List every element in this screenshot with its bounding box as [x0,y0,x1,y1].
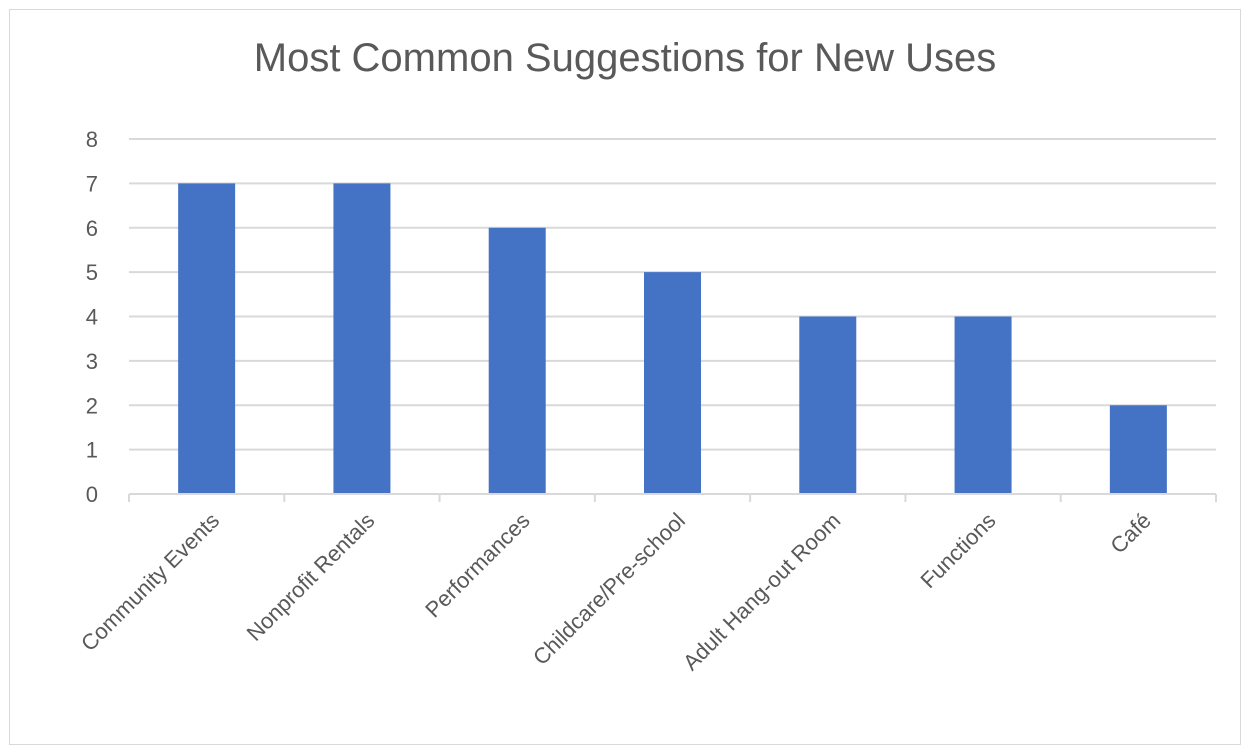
y-tick-label: 0 [86,482,98,507]
x-tick-label: Adult Hang-out Room [678,508,845,675]
bar [799,316,857,494]
bar [333,183,391,494]
y-tick-label: 1 [86,438,98,463]
bar [954,316,1012,494]
bar [488,227,546,494]
chart-title: Most Common Suggestions for New Uses [253,36,997,80]
bar [178,183,236,494]
y-tick-label: 8 [86,127,98,152]
bar [1109,405,1167,494]
y-tick-label: 7 [86,171,98,196]
x-tick-label: Performances [420,508,535,623]
y-tick-label: 4 [86,305,98,330]
x-tick-label: Nonprofit Rentals [242,508,380,646]
y-tick-label: 6 [86,216,98,241]
y-tick-label: 5 [86,260,98,285]
y-tick-label: 3 [86,349,98,374]
bar [644,272,701,494]
x-tick-label: Childcare/Pre-school [528,508,690,670]
x-axis [128,493,1217,502]
bars [178,183,1167,494]
x-tick-label: Functions [915,508,1000,593]
x-axis-tick-labels: Community Events Nonprofit Rentals Perform… [76,508,1156,675]
x-tick-label: Café [1105,508,1156,559]
x-tick-label: Community Events [76,508,224,656]
y-tick-label: 2 [86,393,98,418]
y-axis-tick-labels: 0 1 2 3 4 5 6 7 8 [86,127,98,507]
